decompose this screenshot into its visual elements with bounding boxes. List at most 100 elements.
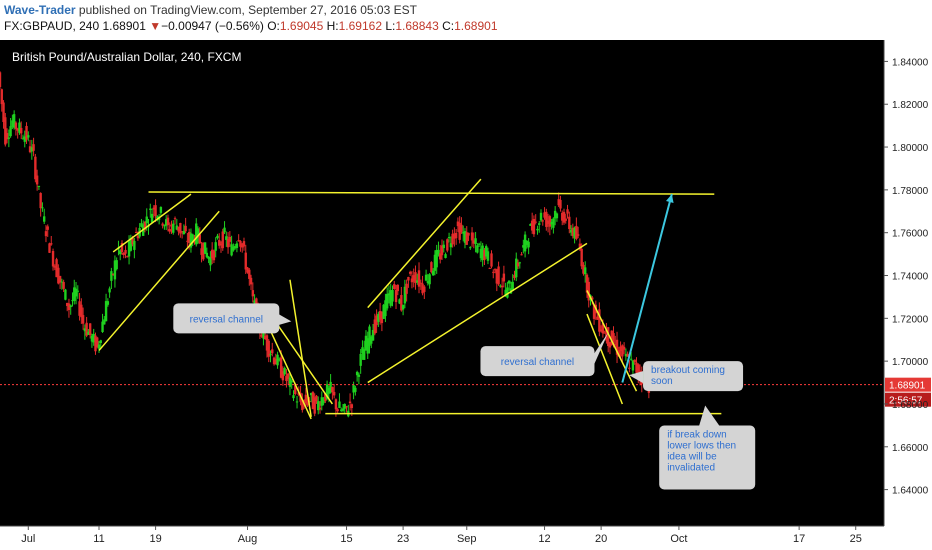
note-box (659, 425, 756, 490)
y-tick-label: 1.74000 (892, 272, 929, 283)
trend-line-late-sep-channel-top[interactable] (586, 290, 638, 392)
candle-body (361, 347, 364, 354)
trend-line-jul-channel-top[interactable] (112, 193, 192, 253)
candle-body (566, 209, 569, 214)
candle-body (507, 280, 511, 284)
candle-body (529, 224, 532, 226)
candle-body (41, 207, 44, 209)
trend-line-sep-channel-bottom[interactable] (367, 242, 588, 384)
candle-body (612, 333, 615, 345)
candle-body (48, 243, 51, 253)
candle-body (592, 304, 596, 319)
x-axis-ticks: Jul 11 19 Aug 15 23 Sep 12 20 Oct 17 25 (21, 526, 862, 545)
candle-body (338, 401, 341, 408)
candle-body (43, 216, 46, 222)
candle-body (161, 223, 164, 226)
candle-body (302, 400, 306, 403)
candle-body (0, 89, 3, 105)
candle-body (134, 231, 138, 233)
candle-body (21, 138, 25, 140)
projection-arrow-line[interactable] (621, 193, 673, 383)
candle-body (143, 221, 147, 230)
last-price: 1.68901 (102, 19, 146, 33)
low-value: 1.68843 (395, 19, 439, 33)
candle-body (276, 354, 279, 366)
candle-body (325, 384, 329, 399)
candle-body (267, 340, 270, 357)
price-axis[interactable] (884, 40, 932, 526)
candle-body (578, 243, 582, 250)
trend-line-aug-channel-bottom[interactable] (268, 326, 312, 420)
trend-line-aug-channel-left[interactable] (289, 279, 312, 417)
candle-body (253, 300, 256, 304)
candle-body (486, 251, 490, 261)
candle-body (561, 212, 564, 221)
candle-body (103, 319, 106, 325)
y-tick-label: 1.78000 (892, 186, 929, 197)
candle-body (538, 223, 541, 225)
candle-body (393, 284, 396, 290)
price-chart[interactable]: British Pound/Australian Dollar, 240, FX… (0, 40, 932, 550)
candle-body (387, 293, 391, 296)
candle-body (44, 231, 48, 237)
candle-body (163, 225, 166, 227)
candle-body (187, 232, 191, 243)
candle-body (345, 406, 348, 408)
candle-body (573, 227, 576, 239)
candle-body (209, 257, 212, 266)
author-link[interactable]: Wave-Trader (4, 3, 76, 17)
candle-body (439, 253, 442, 260)
y-tick-label: 1.70000 (892, 357, 929, 368)
candle-body (576, 234, 580, 236)
candle-body (230, 244, 233, 256)
candle-body (219, 243, 223, 246)
candle-body (80, 304, 83, 318)
candle-body (30, 147, 34, 152)
trend-line-late-sep-channel-bottom[interactable] (586, 313, 624, 405)
candle-body (147, 226, 150, 228)
candle-body (285, 375, 288, 382)
y-tick-label: 1.68000 (892, 400, 929, 411)
candle-body (403, 286, 407, 304)
candle-body (97, 344, 101, 349)
candle-body (416, 280, 419, 283)
candle-body (608, 342, 612, 348)
candle-body (189, 233, 193, 248)
x-tick-label: 19 (149, 533, 161, 545)
candle-body (523, 234, 527, 252)
candle-body (283, 368, 286, 375)
trend-line-jul-channel-bottom[interactable] (98, 210, 220, 351)
y-tick-label: 1.72000 (892, 314, 929, 325)
note-text: breakout coming (651, 365, 725, 376)
candle-body (449, 243, 453, 248)
candle-body (133, 240, 136, 250)
candle-body (511, 281, 514, 291)
candle-body (343, 404, 346, 409)
trend-line-upper-resistance[interactable] (148, 191, 715, 195)
note-reversal-channel-1[interactable]: reversal channel (173, 303, 292, 334)
candle-body (599, 329, 603, 332)
candle-body (39, 193, 42, 209)
candle-body (53, 266, 57, 268)
note-reversal-channel-2[interactable]: reversal channel (480, 332, 609, 377)
low-label: L: (385, 19, 396, 33)
candle-body (262, 328, 265, 339)
candle-body (124, 249, 127, 254)
candle-body (175, 225, 178, 230)
candle-body (398, 299, 401, 304)
candle-body (168, 229, 171, 232)
candle-body (55, 259, 58, 278)
candle-body (433, 254, 437, 271)
candle-body (341, 408, 345, 411)
candle-body (166, 217, 170, 226)
symbol-label: FX:GBPAUD, 240 (4, 19, 100, 33)
trend-line-aug-channel-top[interactable] (268, 311, 334, 405)
candle-body (145, 216, 148, 224)
candle-body (120, 243, 124, 252)
trend-line-sep-channel-top[interactable] (367, 178, 482, 309)
candle-body (76, 290, 79, 292)
candle-body (62, 282, 65, 289)
candle-body (631, 360, 635, 371)
